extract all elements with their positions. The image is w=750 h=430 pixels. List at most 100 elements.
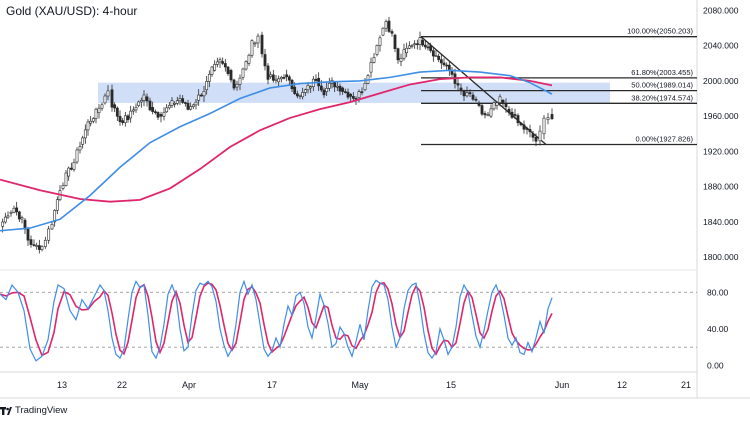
candle-body [486, 114, 490, 117]
candle-body [134, 107, 138, 111]
candle-body [221, 61, 225, 64]
candle-body [253, 42, 257, 45]
candle-body [437, 55, 441, 60]
candle-body [165, 107, 169, 113]
candle-body [351, 96, 355, 99]
candle-body [285, 74, 289, 78]
candle-body [423, 44, 427, 48]
stochastic-tick-label: 40.00 [707, 324, 729, 334]
candle-body [434, 55, 438, 57]
candle-body [393, 34, 397, 49]
candle-body [81, 137, 85, 145]
candle-body [513, 114, 517, 116]
candle-body [126, 115, 130, 121]
candle-body [103, 95, 107, 104]
candle-body [309, 86, 313, 89]
time-tick-label: May [351, 380, 369, 390]
candle-body [183, 102, 187, 104]
candle-body [159, 114, 163, 117]
chart-title: Gold (XAU/USD): 4-hour [6, 4, 138, 18]
candle-body [229, 70, 233, 81]
candle-body [538, 130, 542, 142]
candle-body [510, 111, 514, 118]
candle-body [343, 91, 347, 93]
candle-body [232, 79, 236, 89]
candle-body [306, 85, 310, 91]
candle-body [263, 54, 267, 67]
candle-body [322, 89, 326, 96]
candle-body [465, 92, 469, 97]
tradingview-logo-icon [0, 406, 12, 415]
candle-body [205, 81, 209, 91]
candle-body [17, 211, 21, 220]
stochastic-tick-label: 0.00 [707, 360, 724, 370]
candle-body [215, 61, 219, 65]
candle-body [269, 74, 273, 77]
candle-body [390, 31, 394, 34]
candle-body [319, 85, 323, 91]
candle-body [67, 167, 71, 177]
candle-body [12, 207, 16, 213]
candle-body [363, 82, 367, 91]
candle-body [327, 82, 331, 89]
candle-body [550, 114, 554, 120]
candle-body [405, 47, 409, 54]
candle-body [129, 110, 133, 119]
candle-body [415, 43, 419, 46]
candle-body [153, 111, 157, 113]
candle-body [110, 89, 114, 108]
price-tick-label: 1960.000 [703, 111, 739, 121]
candle-body [121, 120, 125, 123]
candle-body [456, 83, 460, 86]
candle-body [528, 129, 532, 133]
sma-slow-line [0, 76, 553, 203]
candle-body [106, 90, 110, 97]
candle-body [94, 108, 98, 119]
candle-body [378, 37, 382, 46]
candle-body [282, 77, 286, 79]
candle-body [384, 21, 388, 29]
candle-body [410, 45, 414, 47]
candle-body [480, 105, 484, 115]
candle-body [525, 128, 529, 130]
candle-body [175, 100, 179, 104]
brand-footer: TradingView [0, 405, 67, 416]
candle-body [139, 100, 143, 103]
candle-body [477, 102, 481, 106]
time-tick-label: 22 [117, 380, 127, 390]
candle-body [191, 104, 195, 107]
candle-body [113, 104, 117, 109]
candle-body [357, 91, 361, 98]
candle-body [271, 74, 275, 81]
candle-body [199, 94, 203, 97]
candle-body [468, 92, 472, 95]
candle-body [9, 211, 13, 214]
candle-body [360, 91, 364, 93]
support-resistance-zone [98, 82, 610, 103]
candle-body [303, 89, 307, 93]
candle-body [418, 37, 422, 45]
candle-body [426, 46, 430, 49]
candle-body [226, 66, 230, 74]
candle-body [495, 102, 499, 106]
candle-body [167, 105, 171, 109]
time-tick-label: 13 [57, 380, 67, 390]
candle-body [295, 93, 299, 97]
time-tick-label: Jun [555, 380, 570, 390]
fib-level-label: 38.20%(1974.574) [631, 93, 693, 102]
candle-body [346, 91, 350, 98]
candle-body [413, 43, 417, 46]
candle-body [1, 221, 5, 227]
candle-body [516, 115, 520, 124]
fib-level-label: 61.80%(2003.455) [631, 68, 693, 77]
brand-name: TradingView [15, 405, 68, 416]
candle-body [213, 64, 217, 71]
candle-body [474, 98, 478, 101]
candle-body [439, 59, 443, 64]
time-tick-label: 12 [617, 380, 627, 390]
candle-body [186, 102, 190, 110]
candle-body [32, 244, 36, 246]
candle-body [483, 113, 487, 116]
candle-body [274, 78, 278, 81]
candle-body [15, 207, 19, 213]
